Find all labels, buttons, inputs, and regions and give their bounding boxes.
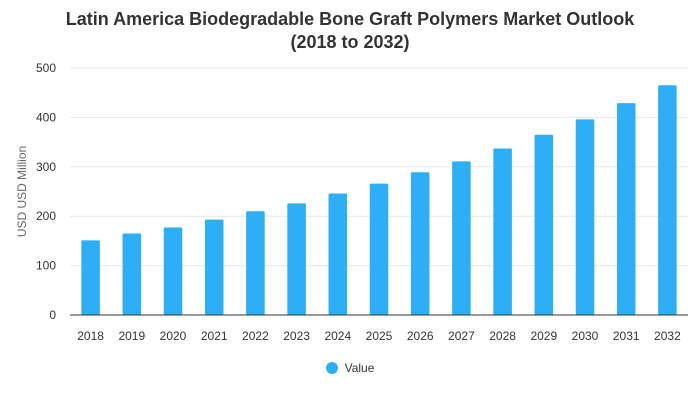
x-tick-label: 2024 — [324, 329, 351, 343]
y-tick-label: 500 — [36, 61, 56, 75]
bar-2027[interactable] — [452, 161, 471, 315]
x-tick-label: 2026 — [407, 329, 434, 343]
bar-2018[interactable] — [81, 240, 100, 315]
bar-2024[interactable] — [328, 193, 348, 315]
x-tick-label: 2018 — [77, 329, 104, 343]
bar-2026[interactable] — [410, 172, 430, 315]
y-tick-label: 400 — [36, 110, 56, 124]
y-tick-label: 300 — [36, 160, 56, 174]
legend: Value — [0, 361, 700, 375]
x-tick-label: 2025 — [366, 329, 393, 343]
x-tick-label: 2020 — [160, 329, 187, 343]
bar-2031[interactable] — [616, 103, 636, 315]
x-tick-label: 2028 — [489, 329, 516, 343]
chart-title-line-2: (2018 to 2032) — [290, 32, 410, 52]
bar-2021[interactable] — [204, 219, 224, 315]
bar-2032[interactable] — [658, 85, 677, 315]
chart-title-line-1: Latin America Biodegradable Bone Graft P… — [65, 9, 635, 29]
legend-label: Value — [344, 361, 375, 375]
chart-title: Latin America Biodegradable Bone Graft P… — [0, 8, 700, 54]
x-tick-label: 2019 — [118, 329, 145, 343]
x-tick-label: 2031 — [613, 329, 640, 343]
axes: 0 100 200 300 400 500 2018 2019 2020 2021 2022 2023… — [36, 61, 688, 343]
x-tick-label: 2023 — [283, 329, 310, 343]
bars — [81, 85, 677, 315]
bar-2029[interactable] — [534, 134, 554, 315]
bar-2020[interactable] — [163, 227, 183, 315]
bar-2022[interactable] — [246, 211, 265, 315]
bar-2023[interactable] — [287, 203, 306, 315]
x-tick-label: 2032 — [654, 329, 681, 343]
x-tick-label: 2022 — [242, 329, 269, 343]
bar-2025[interactable] — [369, 183, 389, 315]
x-tick-label: 2030 — [572, 329, 599, 343]
bar-2019[interactable] — [122, 233, 142, 315]
bar-2030[interactable] — [575, 119, 595, 315]
legend-swatch-icon — [325, 362, 338, 374]
x-tick-label: 2029 — [530, 329, 557, 343]
bar-2028[interactable] — [493, 148, 512, 315]
y-axis-title: USD USD Million — [15, 146, 29, 237]
y-tick-label: 0 — [49, 308, 56, 322]
y-tick-label: 100 — [36, 259, 56, 273]
x-tick-label: 2027 — [448, 329, 475, 343]
x-tick-label: 2021 — [201, 329, 228, 343]
y-tick-label: 200 — [36, 209, 56, 223]
legend-item-value[interactable]: Value — [325, 361, 375, 375]
